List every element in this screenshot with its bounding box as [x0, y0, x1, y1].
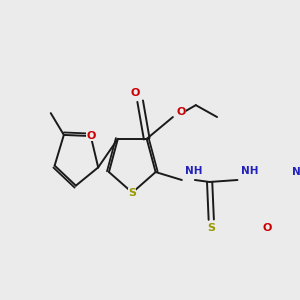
Text: O: O [262, 223, 272, 232]
Text: N: N [292, 167, 300, 177]
Text: NH: NH [185, 166, 202, 176]
Text: O: O [86, 131, 95, 141]
Text: S: S [207, 223, 215, 232]
Text: S: S [128, 188, 136, 198]
Text: NH: NH [241, 166, 258, 176]
Text: O: O [177, 107, 186, 117]
Text: O: O [130, 88, 140, 98]
